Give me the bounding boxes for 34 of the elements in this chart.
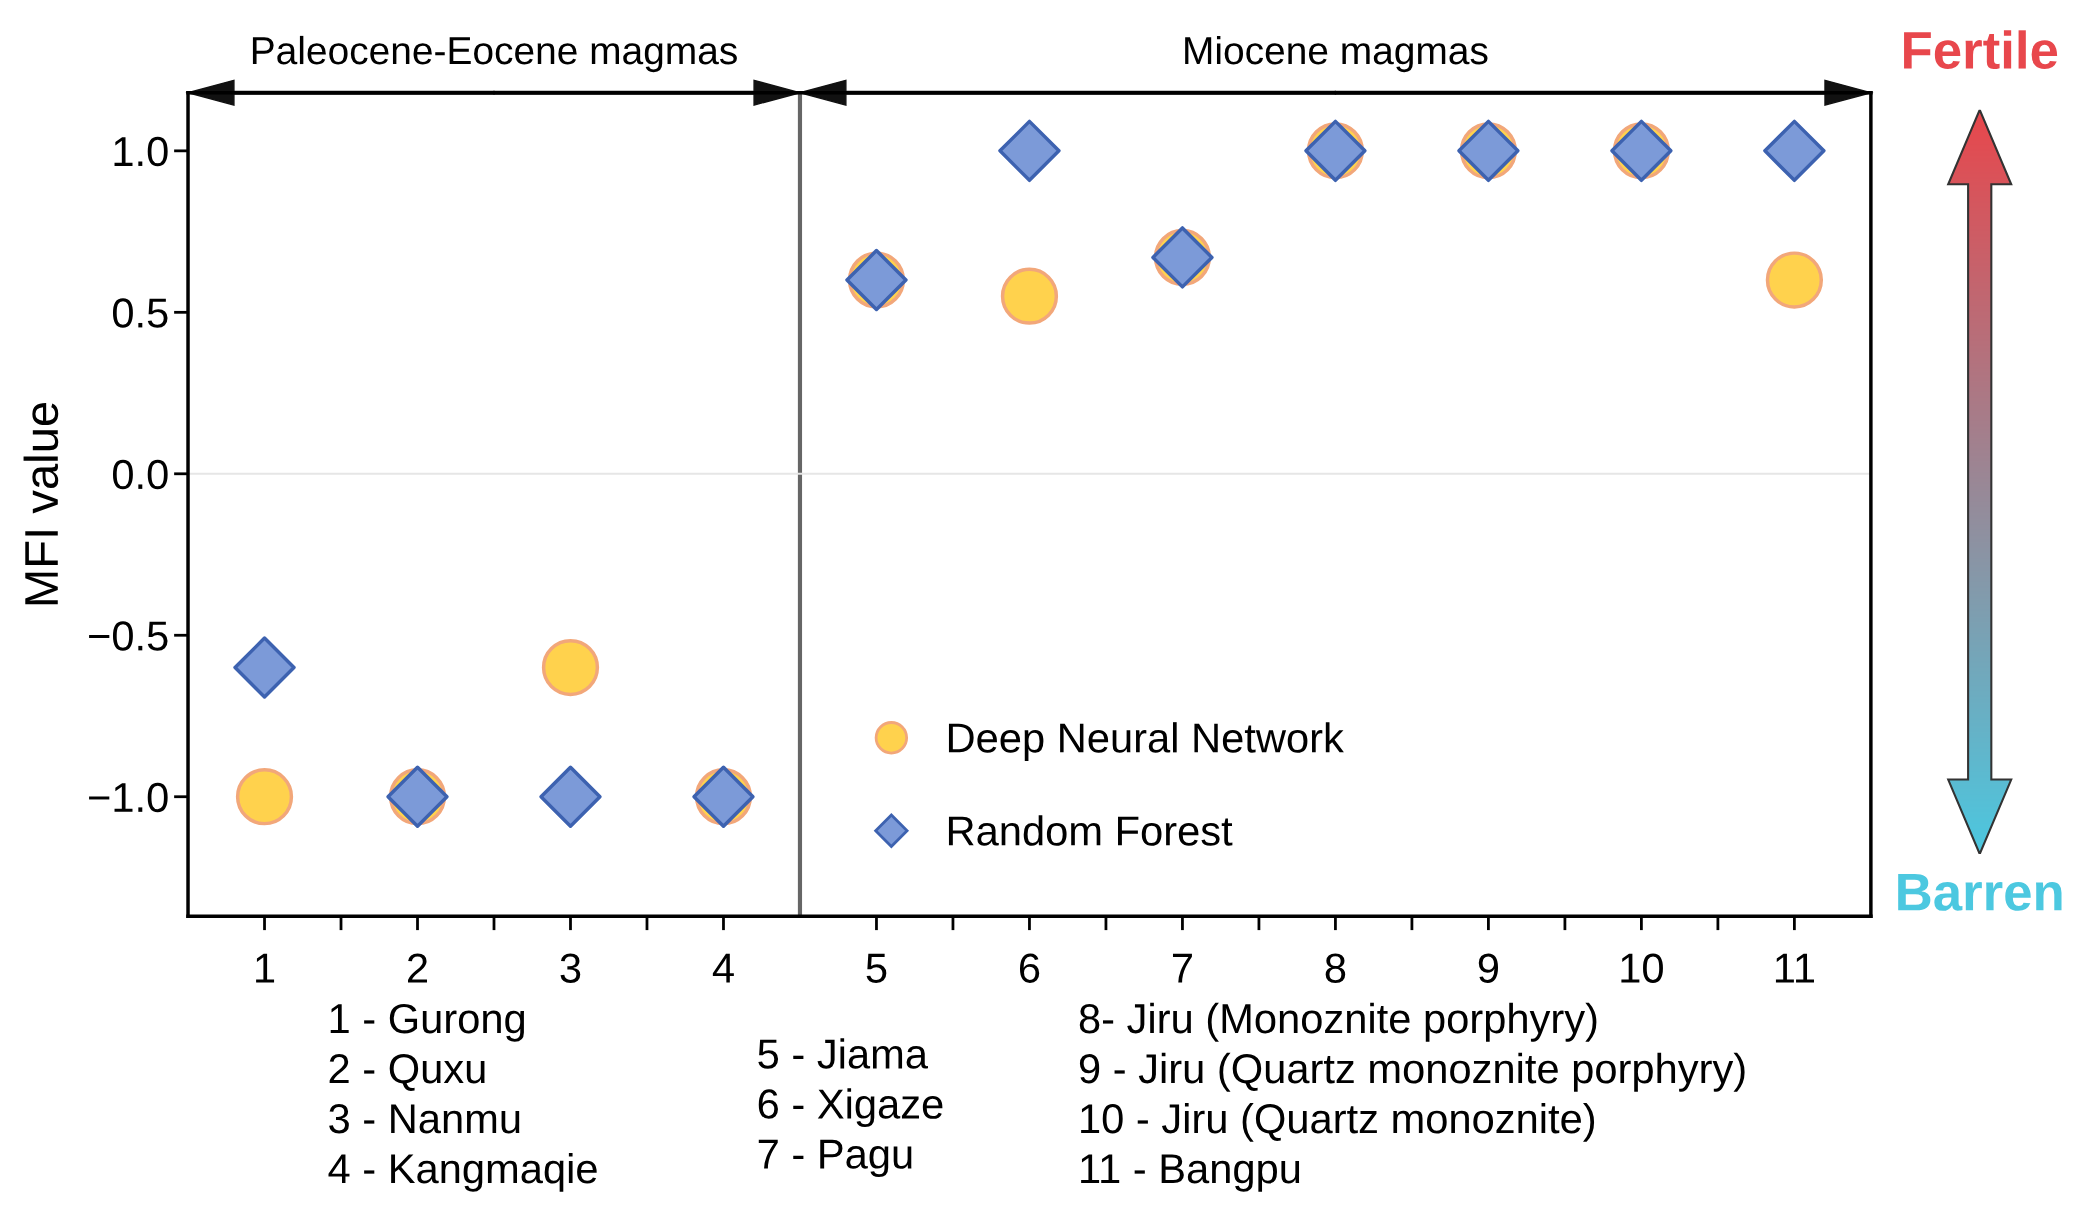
- text: 2 - Quxu: [329, 1053, 485, 1091]
- x-tick-label: 5: [866, 953, 887, 983]
- text: Miocene magmas: [1185, 35, 1488, 73]
- text: 10 - Jiru (Quartz monoznite): [1081, 1102, 1595, 1142]
- text: 7 - Pagu: [758, 1139, 912, 1178]
- text: Barren: [1898, 874, 2062, 911]
- y-tick-label: 1.0: [114, 136, 168, 167]
- x-tick-label: 8: [1325, 953, 1346, 983]
- text: 11 - Bangpu: [1081, 1154, 1300, 1192]
- x-tick-label: 2: [408, 953, 427, 983]
- x-tick-label: 11: [1775, 953, 1814, 983]
- legend-label: Random Forest: [948, 815, 1233, 846]
- y-axis-title: MFI value: [23, 402, 59, 605]
- x-tick-label: 10: [1621, 953, 1663, 983]
- text: 5 - Jiama: [758, 1038, 928, 1069]
- x-tick-label: 3: [560, 953, 581, 983]
- text: 6 - Xigaze: [758, 1088, 943, 1128]
- x-tick-label: 7: [1172, 953, 1192, 983]
- legend-label: Deep Neural Network: [948, 722, 1344, 762]
- text: Paleocene-Eocene magmas: [252, 35, 737, 73]
- text: 8- Jiru (Monoznite porphyry): [1079, 1002, 1597, 1042]
- text: 9 - Jiru (Quartz monoznite porphyry): [1079, 1052, 1745, 1092]
- text: 1 - Gurong: [330, 1003, 525, 1042]
- y-tick-label: 0.5: [112, 298, 168, 328]
- y-tick-label: −1.0: [89, 782, 168, 813]
- text: 3 - Nanmu: [329, 1103, 520, 1134]
- y-tick-label: −0.5: [89, 621, 168, 651]
- x-tick-label: 1: [256, 953, 275, 983]
- x-tick-label: 6: [1019, 953, 1040, 983]
- x-tick-label: 9: [1478, 953, 1499, 983]
- text: 4 - Kangmaqie: [328, 1152, 597, 1192]
- text: Fertile: [1904, 30, 2058, 70]
- y-tick-label: 0.0: [112, 459, 168, 490]
- x-tick-label: 4: [712, 953, 734, 983]
